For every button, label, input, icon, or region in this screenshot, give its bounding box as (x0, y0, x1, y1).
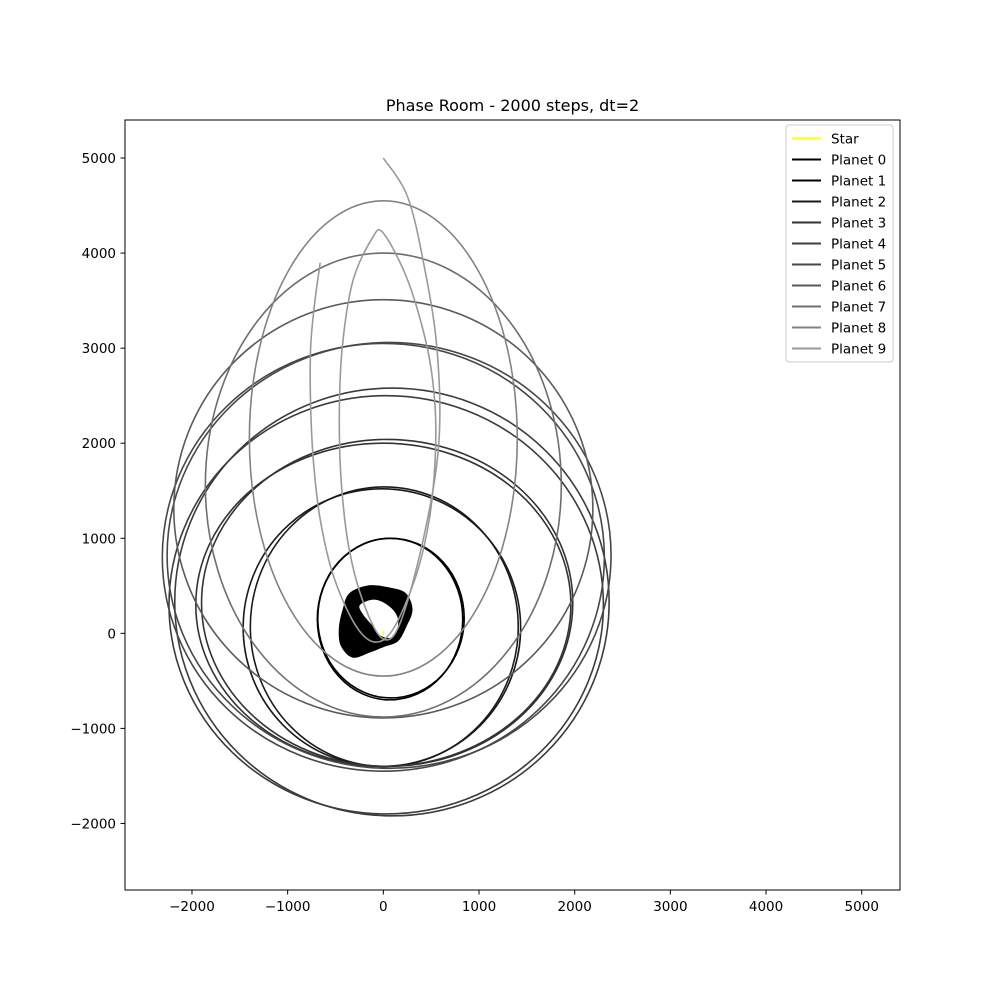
y-tick-label: 2000 (82, 436, 116, 452)
legend: Star Planet 0 Planet 1 Planet 2 Planet 3 Plan… (785, 124, 894, 363)
x-tick-label: 5000 (845, 899, 879, 915)
legend-label-planet-9: Planet 9 (831, 342, 886, 358)
y-tick-label: 3000 (82, 341, 116, 357)
legend-label-planet-8: Planet 8 (831, 321, 886, 337)
y-tick-label: −2000 (70, 816, 116, 832)
x-axis: −2000 −1000 0 1000 2000 3000 4000 5000 (169, 890, 879, 915)
x-tick-label: 3000 (653, 899, 687, 915)
y-tick-label: 4000 (82, 246, 116, 262)
x-tick-label: 4000 (749, 899, 783, 915)
planet-7-orbit-1 (204, 252, 563, 718)
legend-label-planet-1: Planet 1 (831, 174, 886, 190)
x-tick-label: 2000 (558, 899, 592, 915)
chart-title: Phase Room - 2000 steps, dt=2 (386, 96, 639, 115)
planet-5-orbit-2 (166, 341, 612, 770)
y-axis: −2000 −1000 0 1000 2000 3000 4000 5000 (70, 151, 125, 832)
legend-frame (785, 124, 894, 363)
x-tick-label: 1000 (462, 899, 496, 915)
legend-label-star: Star (831, 132, 859, 148)
planet-3-orbit-2 (200, 438, 574, 768)
y-tick-label: −1000 (70, 721, 116, 737)
x-tick-label: −1000 (265, 899, 311, 915)
legend-label-planet-3: Planet 3 (831, 216, 886, 232)
planet-6-orbit-1 (172, 298, 594, 719)
planet-1-orbit-2 (316, 537, 464, 701)
planet-4-orbit-1 (168, 394, 605, 815)
y-tick-label: 0 (107, 626, 116, 642)
y-tick-label: 5000 (82, 151, 116, 167)
x-tick-label: −2000 (169, 899, 215, 915)
planet-9-trajectory (309, 157, 441, 643)
legend-label-planet-2: Planet 2 (831, 195, 886, 211)
legend-label-planet-7: Planet 7 (831, 300, 886, 316)
legend-label-planet-6: Planet 6 (831, 279, 886, 295)
planet-5-orbit-1 (161, 342, 606, 772)
x-tick-label: 0 (379, 899, 388, 915)
series-layer (161, 157, 612, 817)
planet-4-orbit-2 (173, 387, 610, 817)
legend-label-planet-0: Planet 0 (831, 153, 886, 169)
legend-label-planet-5: Planet 5 (831, 258, 886, 274)
y-tick-label: 1000 (82, 531, 116, 547)
planet-8-orbit-1 (248, 200, 519, 677)
legend-label-planet-4: Planet 4 (831, 237, 886, 253)
plot-area-frame (124, 119, 901, 891)
